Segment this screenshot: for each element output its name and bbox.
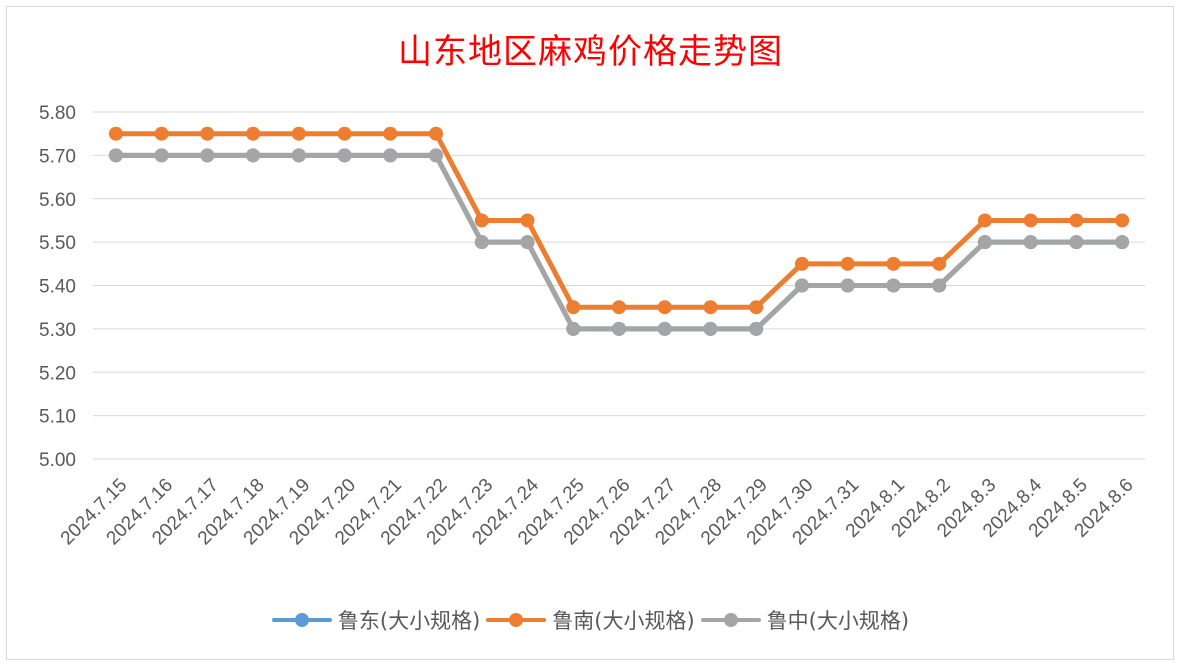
legend: 鲁东(大小规格) 鲁南(大小规格) 鲁中(大小规格) <box>0 603 1181 637</box>
data-point <box>200 148 215 163</box>
data-point <box>154 148 169 163</box>
data-point <box>474 213 489 228</box>
data-point <box>291 126 306 141</box>
legend-item-ludong: 鲁东(大小规格) <box>271 605 481 635</box>
data-point <box>566 321 581 336</box>
data-point <box>200 126 215 141</box>
series-2 <box>108 148 1130 336</box>
data-point <box>108 126 123 141</box>
y-axis-ticks: 5.00 5.10 5.20 5.30 5.40 5.50 5.60 5.70 5.80 <box>39 103 76 471</box>
data-point <box>612 300 626 315</box>
y-tick-label: 5.00 <box>39 450 76 471</box>
legend-label-luzhong: 鲁中(大小规格) <box>766 609 910 633</box>
data-point <box>932 278 947 293</box>
y-tick-label: 5.20 <box>39 363 76 384</box>
series-layer <box>108 126 1130 336</box>
data-point <box>1069 213 1084 228</box>
series-line <box>113 131 1125 310</box>
data-point <box>246 148 261 163</box>
y-tick-label: 5.70 <box>39 146 76 167</box>
data-point <box>749 300 764 315</box>
legend-swatch-lunan <box>486 610 547 630</box>
chart-title: 山东地区麻鸡价格走势图 <box>398 32 783 72</box>
y-tick-label: 5.30 <box>39 320 76 341</box>
data-point <box>520 213 535 228</box>
data-point <box>337 148 352 163</box>
data-point <box>429 148 444 163</box>
data-point <box>1115 235 1130 250</box>
data-point <box>154 126 169 141</box>
data-point <box>1023 235 1038 250</box>
data-point <box>703 321 718 336</box>
data-point <box>520 235 535 250</box>
y-tick-label: 5.50 <box>39 233 76 254</box>
y-tick-label: 5.10 <box>39 407 76 428</box>
x-axis-ticks: 2024.7.152024.7.162024.7.172024.7.182024… <box>57 474 1138 549</box>
data-point <box>886 256 901 271</box>
data-point <box>1023 213 1038 228</box>
data-point <box>657 300 672 315</box>
data-point <box>932 256 947 271</box>
data-point <box>1069 235 1084 250</box>
legend-swatch-luzhong <box>700 610 761 630</box>
data-point <box>566 300 581 315</box>
legend-item-lunan: 鲁南(大小规格) <box>486 605 695 635</box>
data-point <box>429 126 444 141</box>
data-point <box>977 235 992 250</box>
data-point <box>612 321 626 336</box>
data-point <box>794 278 809 293</box>
data-point <box>749 321 764 336</box>
data-point <box>840 256 855 271</box>
data-point <box>657 321 672 336</box>
data-point <box>840 278 855 293</box>
legend-item-luzhong: 鲁中(大小规格) <box>700 605 910 635</box>
legend-swatch-ludong <box>271 610 332 630</box>
data-point <box>474 235 489 250</box>
data-point <box>291 148 306 163</box>
data-point <box>383 126 398 141</box>
data-point <box>337 126 352 141</box>
data-point <box>246 126 261 141</box>
data-point <box>886 278 901 293</box>
data-point <box>1115 213 1130 228</box>
data-point <box>794 256 809 271</box>
y-tick-label: 5.80 <box>39 103 76 124</box>
legend-label-ludong: 鲁东(大小规格) <box>337 609 481 633</box>
chart-frame <box>6 6 1174 660</box>
data-point <box>703 300 718 315</box>
data-point <box>383 148 398 163</box>
series-1 <box>108 126 1130 315</box>
data-point <box>977 213 992 228</box>
gridlines <box>93 111 1145 460</box>
y-tick-label: 5.60 <box>39 190 76 211</box>
y-tick-label: 5.40 <box>39 277 76 298</box>
legend-label-lunan: 鲁南(大小规格) <box>552 609 695 633</box>
data-point <box>108 148 123 163</box>
